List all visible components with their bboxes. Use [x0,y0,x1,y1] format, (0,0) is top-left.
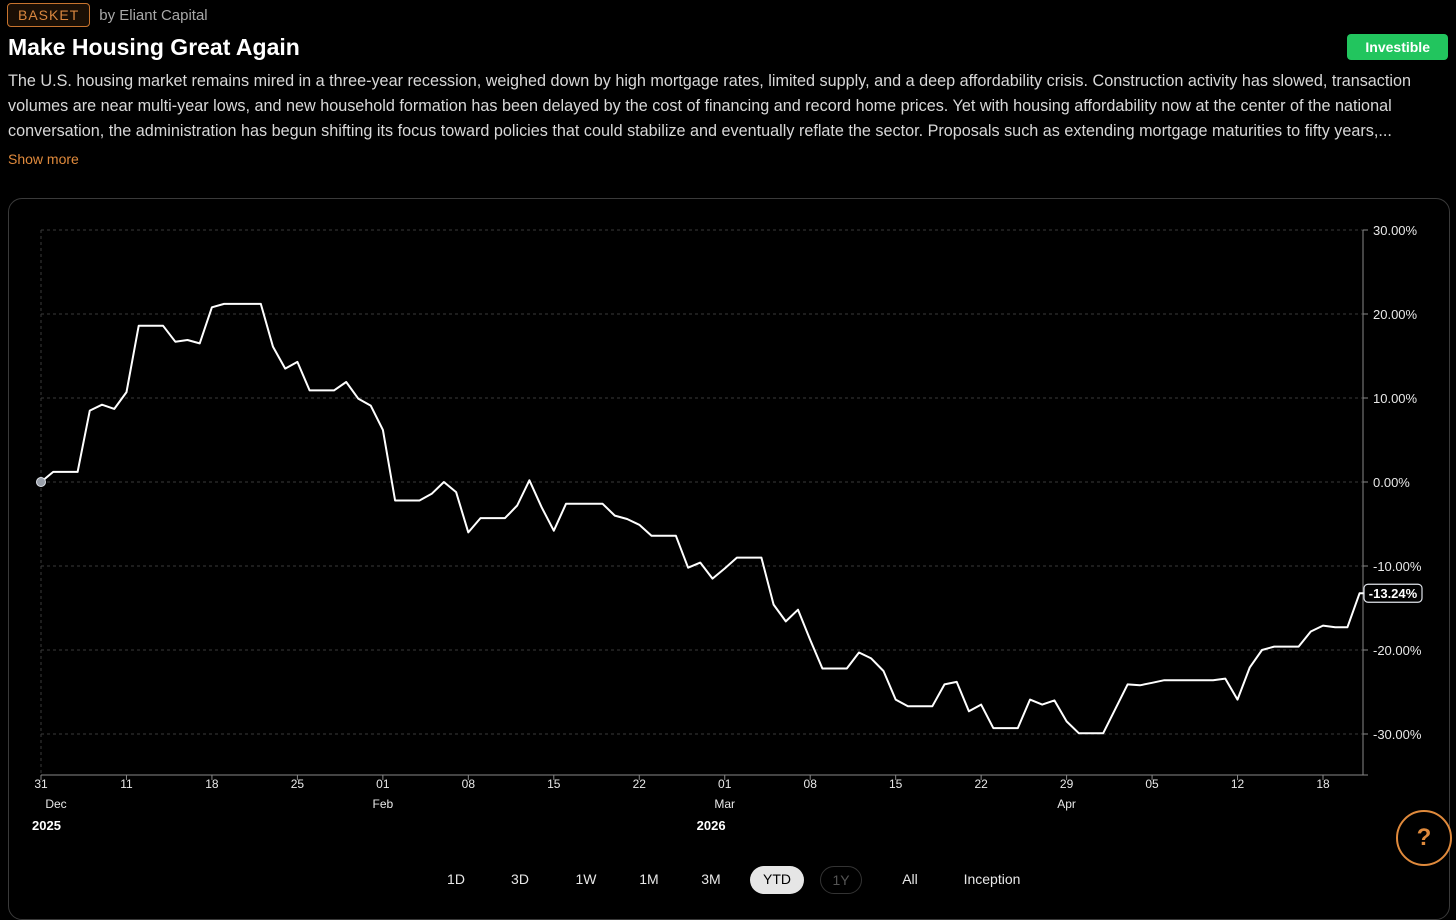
x-year-label: 2025 [32,818,61,833]
y-tick-label: 20.00% [1373,307,1418,322]
performance-chart[interactable]: 30.00% 20.00% 10.00% 0.00% -10.00% -20.00% -30… [0,0,1456,891]
range-inception-button[interactable]: Inception [963,871,1021,887]
x-tick-label: 01 [718,777,732,791]
range-1y-button[interactable]: 1Y [820,866,862,894]
x-tick-label: 05 [1145,777,1159,791]
y-tick-label: 10.00% [1373,391,1418,406]
range-3d-button[interactable]: 3D [511,871,529,887]
x-tick-label: 01 [376,777,390,791]
x-tick-label: 12 [1231,777,1245,791]
x-tick-label: 18 [205,777,219,791]
x-tick-label: 15 [889,777,903,791]
x-month-label: Feb [373,797,394,811]
x-tick-label: 08 [462,777,476,791]
page-title: Make Housing Great Again [8,34,300,60]
x-tick-label: 22 [974,777,988,791]
x-year-label: 2026 [697,818,726,833]
current-value-label: -13.24% [1369,586,1418,601]
y-tick-label: -30.00% [1373,727,1422,742]
range-1w-button[interactable]: 1W [575,871,597,887]
x-month-label: Mar [714,797,735,811]
y-tick-label: -10.00% [1373,559,1422,574]
range-3m-button[interactable]: 3M [701,871,721,887]
x-tick-label: 31 [34,777,48,791]
range-1m-button[interactable]: 1M [639,871,659,887]
x-tick-label: 18 [1316,777,1330,791]
series-line [40,302,1372,735]
status-badge: Investible [1347,34,1448,60]
y-tick-label: 30.00% [1373,223,1418,238]
header-meta: BASKET by Eliant Capital [7,3,208,27]
x-tick-label: 11 [120,777,133,791]
start-marker [36,477,46,487]
chart-panel [8,198,1450,920]
range-selector: 1D 3D 1W 1M 3M YTD 1Y All Inception [0,866,1456,894]
x-month-label: Dec [45,797,66,811]
x-tick-label: 08 [804,777,818,791]
x-tick-label: 15 [547,777,561,791]
basket-badge: BASKET [7,3,91,27]
description: The U.S. housing market remains mired in… [8,72,1411,140]
x-tick-label: 22 [633,777,647,791]
byline[interactable]: by Eliant Capital [99,6,208,24]
show-more-link[interactable]: Show more [8,151,79,167]
x-tick-label: 25 [291,777,305,791]
help-button[interactable]: ? [1396,810,1452,866]
range-ytd-button[interactable]: YTD [750,866,804,894]
range-all-button[interactable]: All [902,871,918,887]
current-value-box [1363,583,1423,603]
x-month-label: Apr [1057,797,1076,811]
y-tick-label: -20.00% [1373,643,1422,658]
y-tick-label: 0.00% [1373,475,1410,490]
question-icon: ? [1416,824,1432,851]
x-tick-label: 29 [1060,777,1074,791]
range-1d-button[interactable]: 1D [447,871,465,887]
